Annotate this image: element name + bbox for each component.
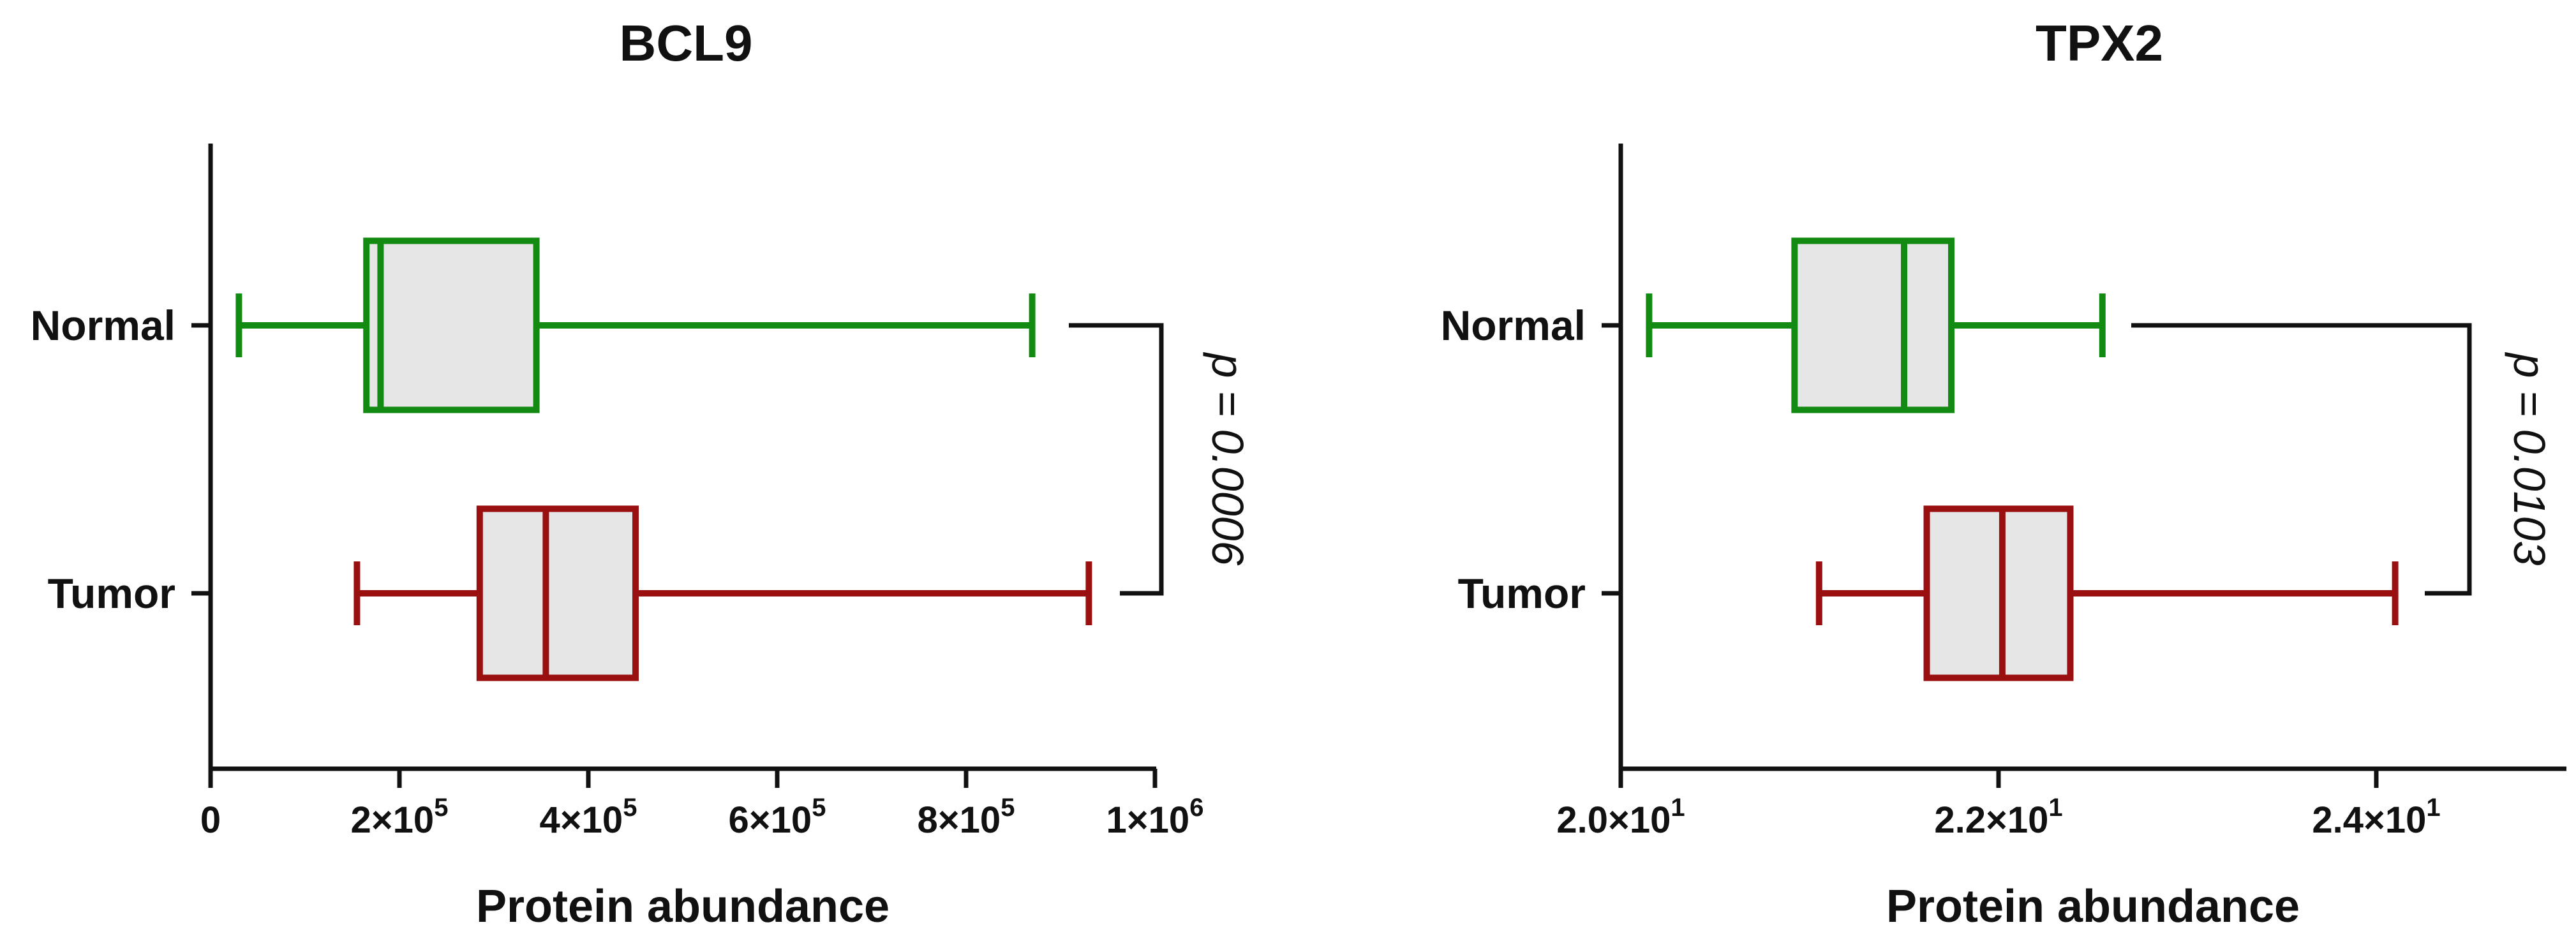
- x-tick-label: 2×105: [351, 794, 449, 841]
- x-tick-label: 1×106: [1106, 794, 1204, 841]
- x-axis-label: Protein abundance: [1886, 881, 2300, 932]
- category-label-normal: Normal: [31, 302, 175, 349]
- x-tick-label: 2.2×101: [1934, 794, 2062, 841]
- box-tumor: [354, 505, 1092, 681]
- p-value-annotation: p = 0.0006: [1203, 352, 1253, 566]
- chart-title: BCL9: [620, 15, 753, 71]
- box-normal: [1646, 237, 2106, 413]
- chart-panel-1: BCL9 0 2×105 4×105 6×105 8×105 1×106 Protein ab…: [31, 15, 1253, 932]
- x-tick-label: 4×105: [540, 794, 637, 841]
- iqr-box: [476, 505, 639, 681]
- category-label-tumor: Tumor: [48, 570, 175, 617]
- significance-bracket: [1069, 323, 1164, 596]
- iqr-box: [1923, 505, 2074, 681]
- x-tick-label: 8×105: [918, 794, 1015, 841]
- x-tick-label: 2.4×101: [2312, 794, 2440, 841]
- iqr-box: [1791, 237, 1955, 413]
- x-axis-label: Protein abundance: [476, 881, 890, 932]
- box-normal: [235, 237, 1036, 413]
- x-tick-label: 2.0×101: [1556, 794, 1685, 841]
- chart-panel-2: TPX2 2.0×101 2.2×101 2.4×101 Protein abundan…: [1441, 15, 2566, 932]
- iqr-box: [363, 237, 540, 413]
- box-tumor: [1815, 505, 2399, 681]
- p-value-annotation: p = 0.0103: [2505, 352, 2554, 566]
- category-label-normal: Normal: [1441, 302, 1586, 349]
- category-label-tumor: Tumor: [1458, 570, 1586, 617]
- x-tick-label: 0: [200, 799, 221, 841]
- significance-bracket: [2131, 323, 2472, 596]
- x-tick-label: 6×105: [729, 794, 826, 841]
- chart-title: TPX2: [2036, 15, 2163, 71]
